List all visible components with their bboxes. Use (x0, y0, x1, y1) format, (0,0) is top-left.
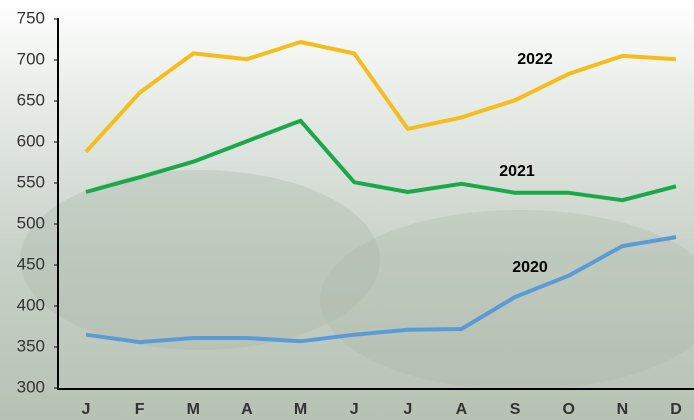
x-tick-label: F (135, 401, 145, 418)
y-tick-label: 300 (17, 377, 45, 396)
x-tick-label: N (617, 401, 629, 418)
y-tick-label: 400 (17, 295, 45, 314)
series-label: 2021 (499, 163, 535, 180)
x-tick-label: A (456, 401, 468, 418)
series-label: 2022 (517, 51, 553, 68)
y-tick-label: 650 (17, 90, 45, 109)
x-tick-label: M (187, 401, 200, 418)
y-tick-label: 500 (17, 213, 45, 232)
x-tick-label: D (670, 401, 682, 418)
y-tick-label: 600 (17, 131, 45, 150)
chart: 300 350 400 450 500 550 600 650 700 750 J F M A M J J A S O… (0, 0, 694, 420)
y-tick-label: 750 (17, 8, 45, 27)
x-tick-label: J (82, 401, 91, 418)
x-tick-label: S (510, 401, 521, 418)
series-label: 2020 (512, 259, 548, 276)
x-tick-label: O (563, 401, 575, 418)
x-tick-label: A (241, 401, 253, 418)
y-tick-label: 450 (17, 254, 45, 273)
y-tick-label: 550 (17, 172, 45, 191)
y-tick-label: 350 (17, 336, 45, 355)
x-tick-label: J (350, 401, 359, 418)
y-tick-label: 700 (17, 49, 45, 68)
x-tick-label: J (403, 401, 412, 418)
x-tick-label: M (294, 401, 307, 418)
background-foliage (20, 170, 380, 350)
